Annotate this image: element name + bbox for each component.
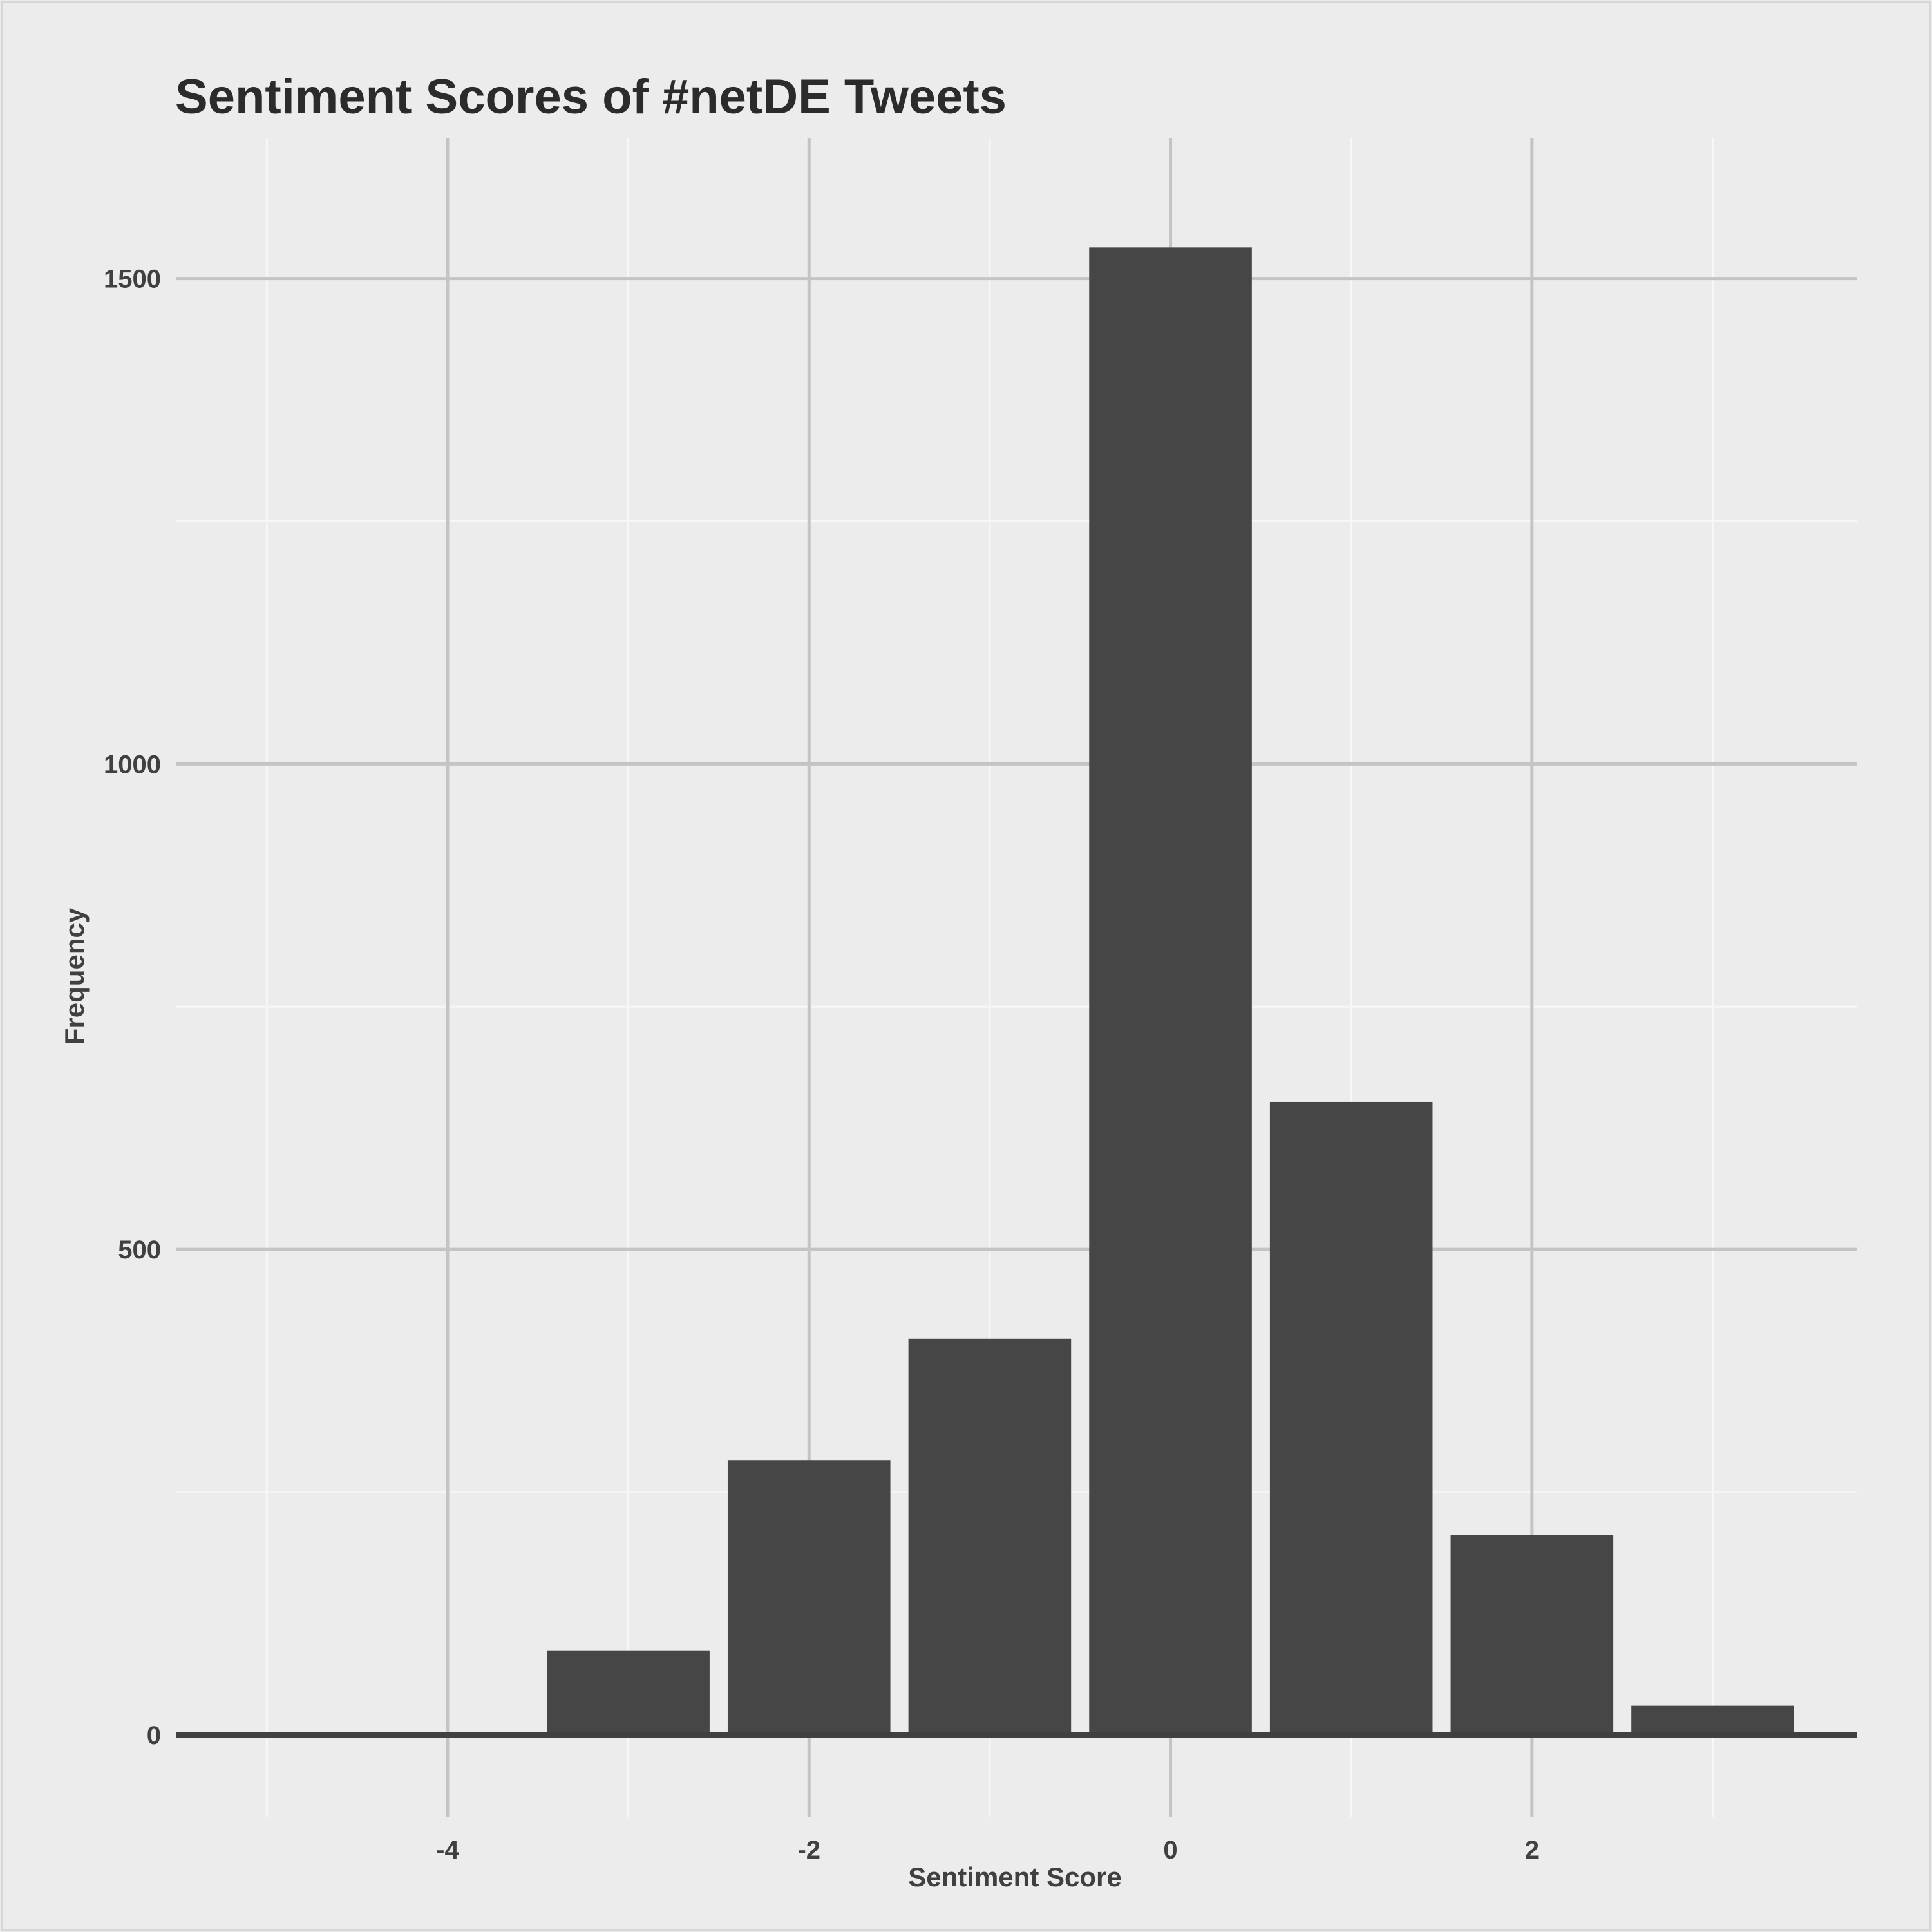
histogram-bar [727,1460,891,1735]
chart-title: Sentiment Scores of #netDE Tweets [175,70,1007,124]
minor-gridlines [176,138,1857,1817]
histogram-bar [1450,1535,1614,1735]
y-axis-title: Frequency [59,907,90,1045]
histogram-bar [908,1338,1072,1735]
x-tick-label: 2 [1525,1836,1539,1864]
histogram-bar [1631,1705,1794,1735]
histogram-bar [1089,247,1252,1735]
y-tick-label: 500 [118,1236,161,1264]
histogram-bar [547,1650,710,1735]
y-tick-label: 0 [147,1721,161,1750]
histogram-chart: Sentiment Scores of #netDE Tweets 0 500 10… [59,70,1857,1892]
histogram-bar [1269,1101,1433,1735]
x-tick-label: -2 [797,1836,820,1864]
x-axis-tick-labels: -4 -2 0 2 [436,1836,1539,1864]
x-tick-label: -4 [436,1836,459,1864]
y-tick-label: 1000 [104,750,161,779]
x-tick-label: 0 [1163,1836,1177,1864]
bars [185,247,1794,1735]
y-axis-tick-labels: 0 500 1000 1500 [104,265,161,1750]
x-axis-title: Sentiment Score [908,1862,1121,1892]
y-tick-label: 1500 [104,265,161,294]
